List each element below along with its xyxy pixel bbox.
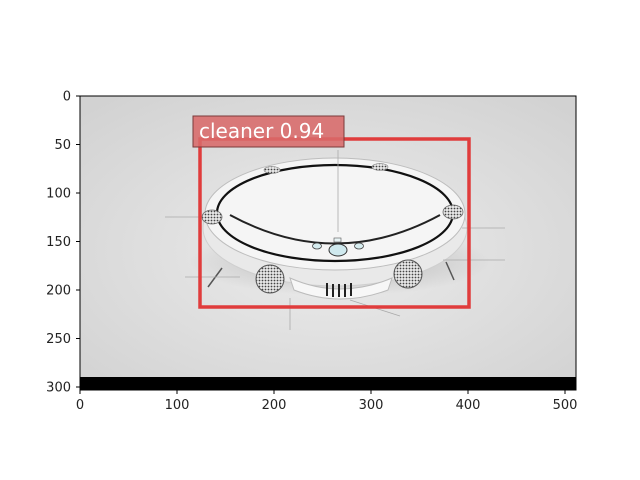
x-tick-label: 0 xyxy=(76,398,84,413)
y-tick-label: 200 xyxy=(46,284,71,299)
y-tick-label: 150 xyxy=(46,235,71,250)
x-tick-label: 100 xyxy=(165,398,190,413)
robot-vacuum-icon xyxy=(165,150,505,330)
y-tick-label: 300 xyxy=(46,381,71,396)
y-tick-label: 0 xyxy=(63,90,71,105)
y-axis: 0 50 100 150 200 250 300 xyxy=(46,90,80,396)
x-tick-label: 400 xyxy=(456,398,481,413)
y-tick-label: 50 xyxy=(54,138,71,153)
y-tick-label: 100 xyxy=(46,187,71,202)
y-tick-label: 250 xyxy=(46,332,71,347)
photo: cleaner 0.94 xyxy=(80,96,576,390)
x-axis: 0 100 200 300 400 500 xyxy=(76,390,578,413)
x-tick-label: 500 xyxy=(553,398,578,413)
axes-frame xyxy=(79,95,577,391)
x-tick-label: 200 xyxy=(262,398,287,413)
detection-label: cleaner 0.94 xyxy=(199,119,324,143)
x-tick-label: 300 xyxy=(359,398,384,413)
bottom-black-bar xyxy=(80,377,576,390)
detection-label-background xyxy=(192,115,345,148)
